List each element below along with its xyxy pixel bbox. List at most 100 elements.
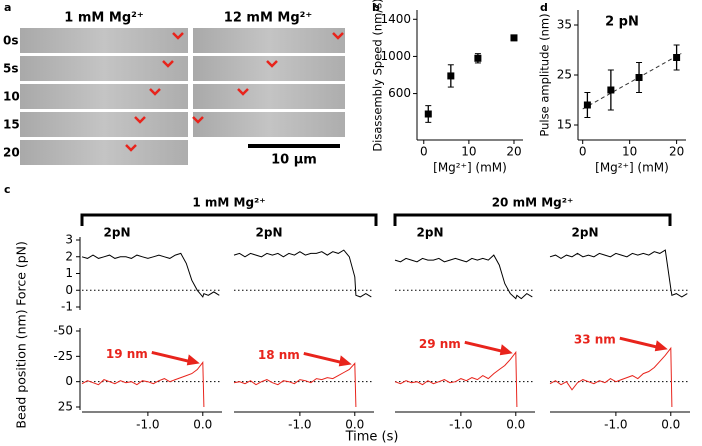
peak-label: 19 nm — [106, 347, 148, 361]
trace-label: 2pN — [417, 226, 444, 240]
y-tick-label: -25 — [53, 349, 73, 363]
x-tick-label: 0.0 — [345, 418, 364, 432]
y-tick-label: 25 — [58, 400, 73, 414]
bead-trace — [81, 360, 205, 408]
y-tick-label: -1 — [61, 300, 73, 314]
arrow-shaft — [464, 340, 508, 354]
x-tick-label: 10 — [461, 145, 476, 159]
y-axis-label: Pulse amplitude (nm) — [538, 13, 552, 136]
arrow-head — [654, 340, 668, 352]
marker-chevron — [162, 60, 174, 68]
point — [583, 101, 591, 109]
marker-chevron — [332, 32, 344, 40]
peak-label: 29 nm — [419, 337, 461, 351]
x-axis-label: [Mg²⁺] (mM) — [595, 161, 669, 175]
y-tick-label: 0 — [65, 374, 73, 388]
y-tick-label: 2 — [65, 249, 73, 263]
marker-chevron — [237, 88, 249, 96]
peak-label: 33 nm — [574, 333, 616, 347]
bead-trace — [549, 346, 673, 408]
y-tick-label: 600 — [388, 86, 411, 100]
panel-letter: a — [4, 1, 11, 14]
y-tick-label: 3 — [65, 233, 73, 247]
trace-label: 2pN — [572, 226, 599, 240]
y-tick-label: 0 — [65, 283, 73, 297]
y-tick-label: 15 — [557, 118, 572, 132]
trace-label: 2pN — [256, 226, 283, 240]
row-label: 0s — [3, 34, 19, 48]
column-header: 12 mM Mg²⁺ — [224, 11, 312, 26]
x-tick-label: 0 — [420, 145, 428, 159]
arrow-head — [499, 344, 513, 356]
y-tick-label: 1 — [65, 266, 73, 280]
y-tick-label: 25 — [557, 68, 572, 82]
x-axis-label: [Mg²⁺] (mM) — [433, 161, 507, 175]
point — [607, 86, 615, 94]
peak-label: 18 nm — [258, 348, 300, 362]
arrow-shaft — [303, 351, 347, 365]
point — [474, 54, 482, 62]
point — [673, 54, 681, 61]
y-axis-label: Disassembly Speed (nm/s) — [371, 0, 385, 152]
scale-bar-label: 10 μm — [271, 153, 317, 168]
force-trace — [233, 249, 372, 298]
micrograph — [20, 28, 188, 53]
micrograph — [193, 84, 345, 109]
marker-chevron — [149, 88, 161, 96]
micrograph — [20, 56, 188, 81]
x-tick-label: 0.0 — [661, 418, 680, 432]
force-trace — [394, 254, 533, 300]
point — [424, 110, 432, 118]
panel-letter: c — [4, 183, 11, 196]
micrograph — [20, 140, 188, 165]
arrow-head — [186, 354, 200, 366]
group-bracket — [393, 213, 672, 226]
x-tick-label: 0 — [579, 145, 587, 159]
arrow-head — [338, 355, 352, 367]
marker-chevron — [172, 32, 184, 40]
micrograph — [193, 112, 345, 137]
x-axis-label: Time (s) — [345, 430, 399, 445]
annotation: 2 pN — [605, 15, 639, 30]
arrow-shaft — [151, 350, 195, 364]
y-tick-label: 1400 — [380, 12, 411, 26]
panel-letter: b — [372, 1, 380, 14]
marker-chevron — [125, 144, 137, 152]
y-axis-label: Bead position (nm) — [14, 309, 29, 428]
micrograph — [193, 28, 345, 53]
point — [447, 72, 455, 80]
x-tick-label: 20 — [506, 145, 521, 159]
x-tick-label: -1.0 — [449, 418, 472, 432]
micrograph — [20, 112, 188, 137]
fit-line — [582, 53, 682, 110]
x-tick-label: 0.0 — [506, 418, 525, 432]
group-label: 1 mM Mg²⁺ — [192, 196, 265, 210]
arrow-shaft — [619, 336, 663, 350]
x-tick-label: -1.0 — [604, 418, 627, 432]
marker-chevron — [192, 116, 204, 124]
row-label: 5s — [3, 62, 19, 76]
x-tick-label: 10 — [622, 145, 637, 159]
x-tick-label: -1.0 — [136, 418, 159, 432]
point — [635, 74, 643, 81]
micrograph — [193, 56, 345, 81]
x-tick-label: 0.0 — [193, 418, 212, 432]
trace-label: 2pN — [104, 226, 131, 240]
panel-letter: d — [540, 1, 548, 14]
column-header: 1 mM Mg²⁺ — [64, 11, 143, 26]
marker-chevron — [266, 60, 278, 68]
x-tick-label: -1.0 — [288, 418, 311, 432]
y-tick-label: 1000 — [380, 49, 411, 63]
point — [510, 34, 518, 42]
bead-trace — [233, 362, 357, 408]
bead-trace — [394, 350, 518, 408]
y-axis-label: Force (pN) — [14, 241, 29, 306]
y-tick-label: 35 — [557, 18, 572, 32]
force-trace — [81, 252, 220, 298]
force-trace — [549, 249, 688, 298]
x-tick-label: 20 — [669, 145, 684, 159]
group-bracket — [80, 213, 378, 226]
micrograph — [20, 84, 188, 109]
marker-chevron — [134, 116, 146, 124]
